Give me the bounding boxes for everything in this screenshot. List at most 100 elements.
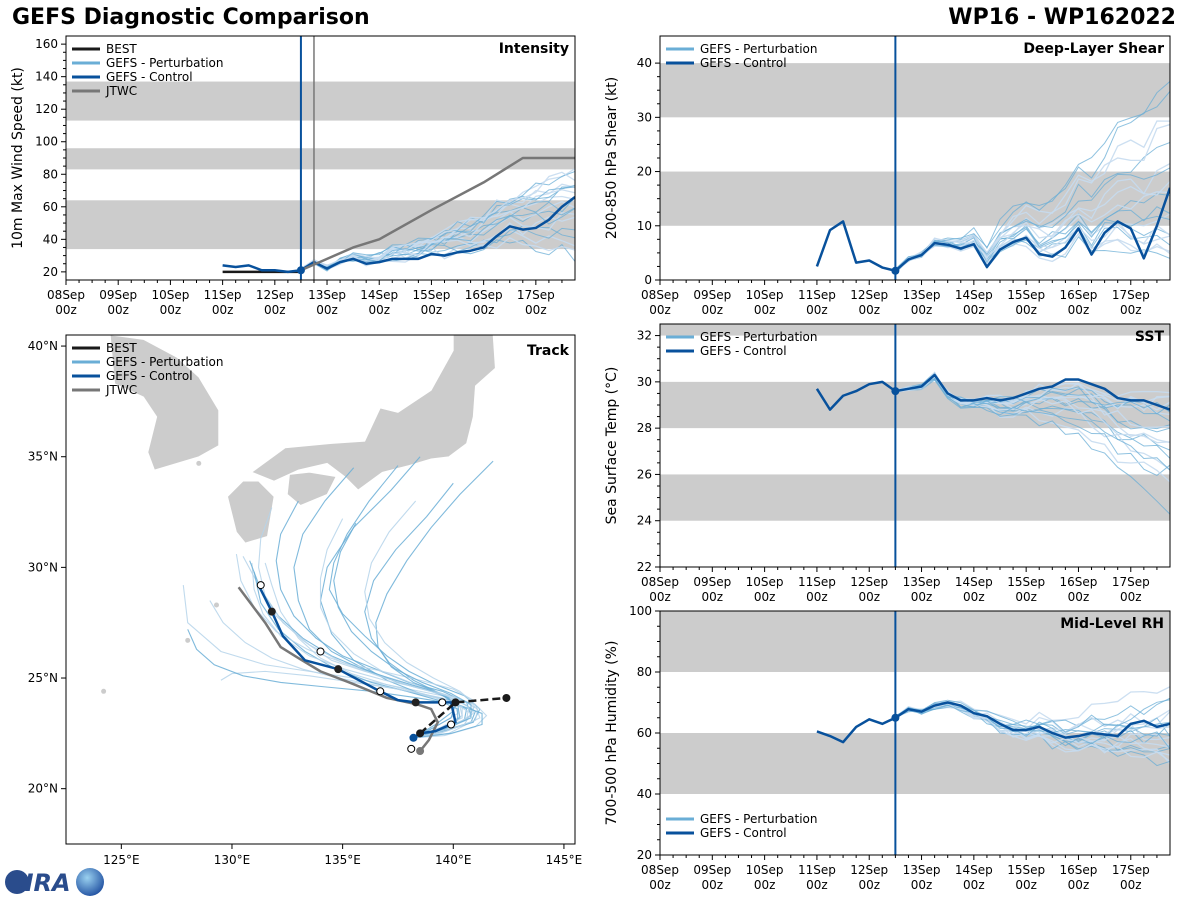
rh-xtick-label: 14Sep — [955, 863, 993, 877]
storm-id: WP16 - WP162022 — [948, 5, 1176, 30]
intensity-ylabel: 10m Max Wind Speed (kt) — [10, 67, 26, 249]
intensity-xtick-label: 17Sep — [517, 288, 555, 302]
track-legend-label: GEFS - Perturbation — [106, 355, 223, 369]
track-perturbation-line — [257, 507, 470, 739]
intensity-xtick-label: 16Sep — [465, 288, 503, 302]
intensity-xtick-label: 12Sep — [256, 288, 294, 302]
intensity-xtick-label: 00z — [473, 303, 495, 317]
intensity-xtick-label: 00z — [55, 303, 77, 317]
track-control-marker — [409, 733, 418, 742]
intensity-panel-title: Intensity — [499, 41, 569, 57]
track-panel: 125°E 130°E 135°E 140°E 145°E 20°N 25°N 30°N 35°… — [28, 334, 582, 867]
shear-xtick-label: 00z — [1015, 303, 1037, 317]
intensity-band — [66, 148, 575, 170]
intensity-legend-label: GEFS - Perturbation — [106, 56, 223, 70]
shear-ytick-label: 20 — [637, 165, 652, 179]
rh-xtick-label: 15Sep — [1007, 863, 1045, 877]
shear-xtick-label: 13Sep — [903, 288, 941, 302]
track-frame — [65, 334, 576, 845]
sst-xtick-label: 00z — [1120, 590, 1142, 604]
track-perturbation-line — [209, 600, 463, 739]
intensity-ytick-label: 100 — [35, 135, 58, 149]
rh-init-point — [891, 713, 900, 722]
track-open-marker — [256, 581, 265, 590]
intensity-ytick-label: 40 — [43, 232, 58, 246]
island — [196, 460, 202, 466]
intensity-xtick-label: 14Sep — [360, 288, 398, 302]
rh-xtick-label: 00z — [806, 878, 828, 892]
intensity-xtick-label: 00z — [107, 303, 129, 317]
intensity-jtwc-line — [300, 156, 575, 272]
shear-xtick-label: 10Sep — [746, 288, 784, 302]
sst-xtick-label: 00z — [963, 590, 985, 604]
sst-xtick-label: 11Sep — [798, 575, 836, 589]
sst-xtick-label: 00z — [911, 590, 933, 604]
track-jtwc-marker — [416, 747, 425, 756]
rh-xtick-label: 00z — [702, 878, 724, 892]
rh-band — [660, 611, 1170, 672]
shear-panel-title: Deep-Layer Shear — [1023, 41, 1164, 57]
shear-band — [660, 63, 1170, 118]
island — [185, 637, 191, 643]
shear-init-point — [891, 266, 900, 275]
rh-panel: 2040608010008Sep00z09Sep00z10Sep00z11Sep… — [604, 604, 1171, 892]
sst-xtick-label: 08Sep — [641, 575, 679, 589]
shear-xtick-label: 16Sep — [1060, 288, 1098, 302]
track-control-marker — [411, 698, 420, 707]
rh-xtick-label: 00z — [1120, 878, 1142, 892]
track-xtick-label: 140°E — [435, 853, 472, 867]
intensity-xtick-label: 10Sep — [151, 288, 189, 302]
rh-xtick-label: 10Sep — [746, 863, 784, 877]
shear-legend-label: GEFS - Control — [700, 56, 787, 70]
rh-xtick-label: 00z — [911, 878, 933, 892]
sst-band — [660, 474, 1170, 521]
sst-xtick-label: 00z — [806, 590, 828, 604]
rh-xtick-label: 16Sep — [1060, 863, 1098, 877]
shear-xtick-label: 00z — [806, 303, 828, 317]
shear-xtick-label: 15Sep — [1007, 288, 1045, 302]
track-open-marker — [316, 647, 325, 656]
sst-ytick-label: 28 — [637, 421, 652, 435]
sst-init-point — [891, 387, 900, 396]
sst-frame — [659, 323, 1171, 568]
rh-xtick-label: 08Sep — [641, 863, 679, 877]
intensity-control-line — [222, 264, 302, 274]
track-ytick-label: 35°N — [28, 450, 58, 464]
track-control-line — [257, 584, 457, 739]
track-perturbation-line — [364, 500, 477, 739]
shear-xtick-label: 00z — [858, 303, 880, 317]
intensity-xtick-label: 00z — [421, 303, 443, 317]
sst-xtick-label: 10Sep — [746, 575, 784, 589]
intensity-legend-label: JTWC — [105, 84, 137, 98]
shear-xtick-label: 00z — [963, 303, 985, 317]
intensity-ytick-label: 20 — [43, 265, 58, 279]
track-perturbation-line — [235, 554, 474, 739]
rh-perturbation-line — [895, 699, 1170, 733]
intensity-xtick-label: 09Sep — [99, 288, 137, 302]
track-perturbation-line — [333, 522, 472, 739]
sst-plot-area — [660, 324, 1170, 521]
track-perturbation-line — [242, 556, 459, 739]
track-best-marker — [416, 729, 425, 738]
rh-ytick-label: 80 — [637, 665, 652, 679]
shear-ytick-label: 30 — [637, 110, 652, 124]
rh-xtick-label: 00z — [963, 878, 985, 892]
shear-plot-area — [660, 63, 1170, 274]
rh-band — [660, 733, 1170, 794]
rh-xtick-label: 13Sep — [903, 863, 941, 877]
shear-ytick-label: 10 — [637, 219, 652, 233]
sst-legend-label: GEFS - Control — [700, 344, 787, 358]
shear-xtick-label: 09Sep — [693, 288, 731, 302]
track-perturbation-line — [293, 467, 477, 739]
intensity-legend-label: GEFS - Control — [106, 70, 193, 84]
land-region — [227, 480, 275, 544]
rh-ytick-label: 60 — [637, 726, 652, 740]
land-region — [286, 471, 337, 506]
track-control-marker — [334, 665, 343, 674]
track-open-marker — [438, 698, 447, 707]
shear-ytick-label: 0 — [644, 273, 652, 287]
rh-ytick-label: 100 — [629, 604, 652, 618]
cira-logo-mark — [5, 870, 29, 894]
rh-panel-title: Mid-Level RH — [1060, 616, 1164, 632]
